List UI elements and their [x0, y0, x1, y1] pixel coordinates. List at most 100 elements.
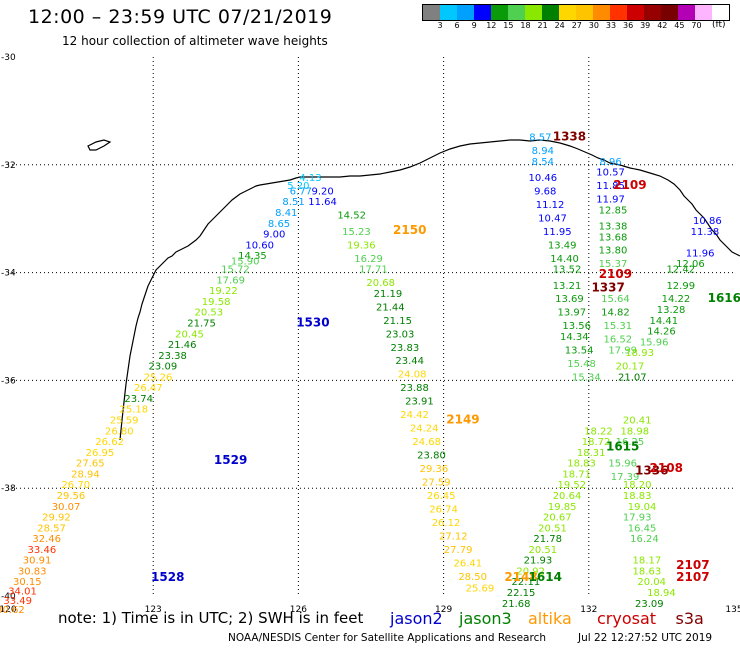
wave-height-value: 18.20 — [623, 480, 652, 491]
wave-height-value: 13.49 — [548, 240, 577, 251]
wave-height-value: 21.93 — [524, 556, 553, 567]
wave-height-value: 8.96 — [599, 157, 621, 168]
wave-height-value: 18.83 — [623, 491, 652, 502]
wave-height-value: 28.94 — [71, 469, 100, 480]
wave-height-value: 24.24 — [410, 424, 439, 435]
color-swatch — [542, 5, 559, 20]
wave-height-value: 18.22 — [584, 426, 613, 437]
wave-height-value: 20.45 — [175, 329, 204, 340]
wave-height-value: 20.17 — [616, 362, 645, 373]
wave-height-value: 13.68 — [599, 232, 628, 243]
wave-height-value: 17.69 — [216, 275, 245, 286]
wave-height-value: 32.46 — [32, 534, 61, 545]
color-scale-label: (ft) — [712, 20, 726, 30]
color-scale-label: 33 — [605, 21, 617, 30]
wave-height-value: 15.37 — [599, 259, 628, 270]
wave-height-value: 18.98 — [620, 426, 649, 437]
pass-time-label: 2109 — [613, 178, 646, 192]
wave-height-value: 24.08 — [398, 370, 427, 381]
wave-height-value: 20.51 — [528, 545, 557, 556]
wave-height-value: 20.67 — [543, 513, 572, 524]
color-scale-label: 3 — [437, 21, 443, 30]
color-swatch — [712, 5, 729, 20]
wave-height-value: 26.74 — [429, 504, 458, 515]
wave-height-value: 18.83 — [567, 459, 596, 470]
color-scale-label: 45 — [674, 21, 685, 30]
wave-height-value: 23.09 — [149, 362, 178, 373]
color-scale-label: 21 — [537, 21, 548, 30]
wave-height-value: 20.41 — [623, 416, 652, 427]
wave-height-value: 5.20 — [287, 181, 309, 192]
wave-height-value: 14.34 — [560, 332, 589, 343]
wave-height-value: 13.69 — [555, 294, 584, 305]
lon-tick-label: 123 — [145, 605, 162, 615]
wave-height-value: 21.46 — [168, 340, 197, 351]
wave-height-value: 29.36 — [420, 464, 449, 475]
wave-height-value: 18.63 — [633, 566, 662, 577]
lat-tick-label: -38 — [1, 484, 16, 494]
lat-tick-label: -30 — [1, 53, 16, 63]
wave-height-labels: 4.135.206.77 9.208.51 11.648.418.659.0010.… — [0, 133, 722, 617]
wave-height-value: 24.68 — [412, 437, 441, 448]
wave-height-value: 12.99 — [666, 281, 695, 292]
wave-height-value: 19.36 — [347, 240, 376, 251]
legend-s3a: s3a — [675, 609, 704, 628]
color-scale-label: 15 — [503, 21, 514, 30]
legend-jason3: jason3 — [459, 609, 512, 628]
pass-time-label: 1338 — [553, 130, 586, 144]
wave-height-value: 16.45 — [628, 523, 657, 534]
color-swatch — [457, 5, 474, 20]
pass-time-label: 1337 — [591, 280, 624, 294]
wave-height-value: 4.13 — [299, 173, 321, 184]
wave-height-value: 29.56 — [57, 491, 86, 502]
wave-height-value: 23.91 — [405, 397, 434, 408]
lon-tick-label: 126 — [290, 605, 307, 615]
wave-height-value: 23.80 — [417, 451, 446, 462]
wave-height-value: 12.42 — [666, 265, 695, 276]
wave-height-value: 33.46 — [28, 545, 57, 556]
wave-height-value: 14.41 — [649, 316, 678, 327]
wave-height-value: 23.09 — [635, 599, 664, 610]
pass-time-label: 1530 — [296, 316, 329, 330]
wave-height-value: 26.80 — [105, 426, 134, 437]
wave-height-value: 17.71 — [359, 265, 388, 276]
wave-height-value: 16.25 — [616, 437, 645, 448]
color-scale-label: 6 — [454, 21, 460, 30]
lat-tick-label: -36 — [1, 376, 16, 386]
wave-height-value: 26.41 — [453, 558, 482, 569]
color-swatch — [593, 5, 610, 20]
wave-height-value: 26.95 — [86, 448, 115, 459]
wave-height-value: 17.99 — [608, 345, 637, 356]
color-swatch — [610, 5, 627, 20]
wave-height-value: 27.79 — [444, 545, 473, 556]
wave-height-value: 11.85 — [596, 181, 625, 192]
pass-time-label: 2148 — [504, 570, 537, 584]
wave-height-value: 10.60 — [245, 240, 274, 251]
pass-time-label: 2109 — [599, 267, 632, 281]
wave-height-value: 28.57 — [37, 523, 66, 534]
wave-height-value: 27.65 — [76, 459, 105, 470]
pass-time-label: 1529 — [214, 453, 247, 467]
wave-height-value: 13.52 — [553, 265, 582, 276]
wave-height-value: 8.57 — [529, 133, 551, 144]
wave-height-value: 20.92 — [516, 566, 545, 577]
color-swatch — [627, 5, 644, 20]
wave-height-value: 23.74 — [124, 394, 153, 405]
wave-height-value: 21.15 — [383, 316, 412, 327]
wave-height-value: 20.51 — [538, 523, 567, 534]
wave-height-value: 10.47 — [538, 213, 567, 224]
graticule: 120 123 126 129 132 135 -30 -32 -34 -36 -38 -40 — [0, 53, 740, 615]
pass-time-label: 2107 — [676, 570, 709, 584]
wave-height-value: 14.40 — [550, 254, 579, 265]
pass-time-label: 2150 — [393, 223, 426, 237]
island-coastline — [87, 139, 112, 151]
wave-height-value: 13.97 — [558, 308, 587, 319]
color-swatch — [576, 5, 593, 20]
wave-height-value: 14.52 — [337, 211, 366, 222]
lon-tick-label: 135 — [725, 605, 740, 615]
color-scale-label: 18 — [520, 21, 531, 30]
wave-height-value: 23.83 — [391, 343, 420, 354]
lon-tick-label: 129 — [435, 605, 452, 615]
wave-height-value: 10.57 — [596, 168, 625, 179]
